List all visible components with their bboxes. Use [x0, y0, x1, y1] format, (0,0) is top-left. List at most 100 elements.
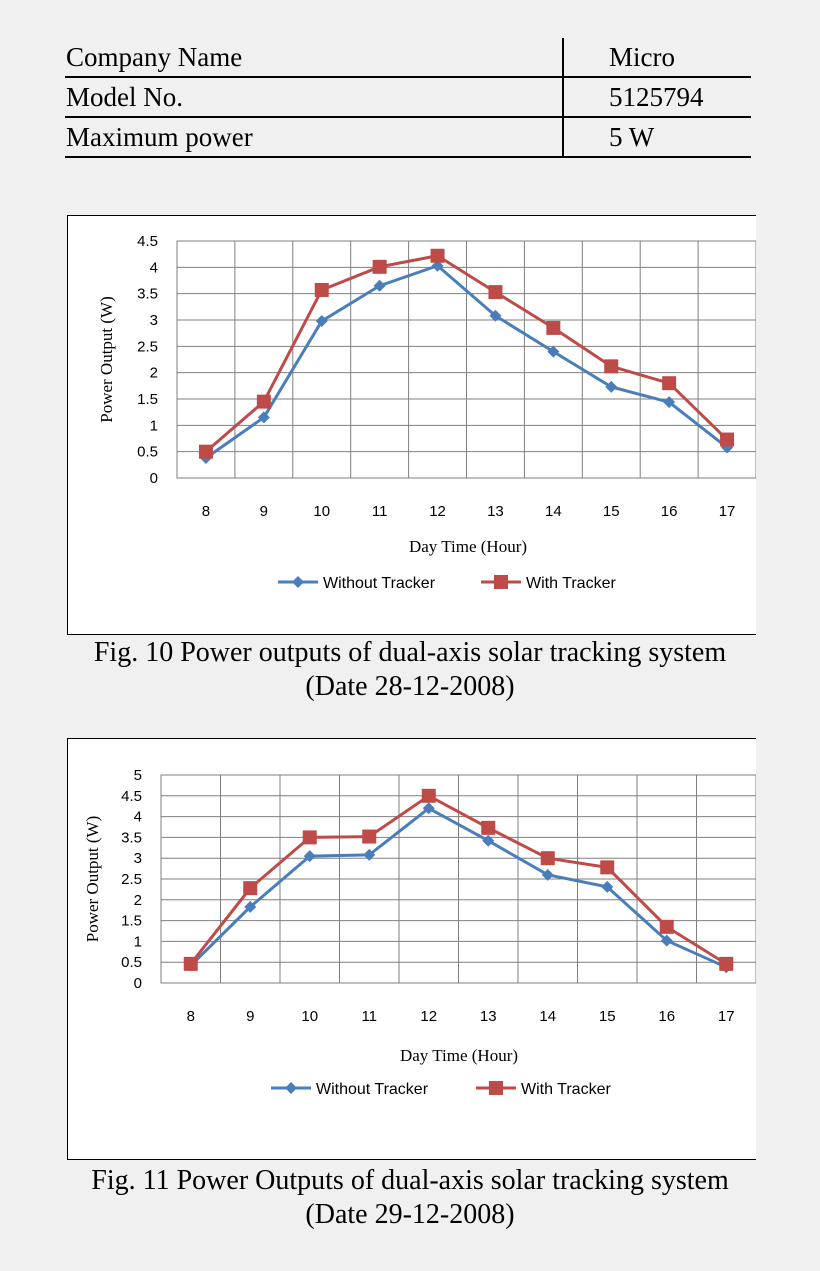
data-point: [719, 956, 734, 971]
x-tick-label: 11: [361, 1008, 377, 1025]
x-tick-label: 16: [658, 1008, 675, 1025]
data-point: [431, 259, 444, 272]
data-point: [243, 881, 258, 896]
chart-frame-fig11: 0 0.5 1 1.5 2 2.5 3 3.5 4 4.5 5 8 9 10 11 12 13 14 15 16 17 D…: [67, 738, 756, 1160]
x-tick-label: 13: [487, 503, 504, 520]
data-point: [314, 282, 329, 297]
table-row: Model No. 5125794: [65, 77, 751, 118]
series-line-with-tracker: [189, 794, 728, 966]
chart-fig10: 0 0.5 1 1.5 2 2.5 3 3.5 4 4.5 8 9 10 11 12 13 14 15 16 17 Da…: [97, 233, 756, 592]
row-label: Model No.: [65, 77, 563, 118]
data-point: [302, 830, 317, 845]
x-tick-label: 17: [719, 503, 736, 520]
data-point: [421, 788, 436, 803]
data-point: [303, 850, 316, 863]
y-tick-label: 2: [150, 365, 158, 382]
legend-marker: [494, 575, 508, 589]
y-tick-label: 5: [134, 767, 142, 784]
x-tick-label: 14: [545, 503, 562, 520]
y-tick-label: 3.5: [137, 286, 158, 303]
x-axis-title: Day Time (Hour): [409, 537, 527, 556]
y-tick-label: 2: [134, 892, 142, 909]
data-point: [605, 380, 618, 393]
y-tick-label: 4: [134, 809, 142, 826]
x-tick-label: 11: [372, 503, 388, 520]
legend-label: Without Tracker: [323, 575, 436, 592]
legend-marker: [285, 1082, 297, 1094]
legend-label: With Tracker: [526, 575, 616, 592]
y-tick-label: 1: [150, 417, 158, 434]
x-tick-label: 12: [429, 503, 446, 520]
series-line-without-tracker: [205, 264, 728, 460]
x-tick-label: 15: [603, 503, 620, 520]
x-axis-title: Day Time (Hour): [400, 1046, 518, 1065]
row-label: Company Name: [65, 38, 563, 78]
figure-caption: Fig. 10 Power outputs of dual-axis solar…: [93, 637, 727, 668]
specification-table: Company Name Micro Model No. 5125794 Max…: [65, 38, 751, 158]
data-point: [601, 880, 614, 893]
data-point: [244, 900, 257, 913]
data-point: [372, 259, 387, 274]
figure-caption-date: (Date 28-12-2008): [305, 671, 515, 702]
y-axis-title: Power Output (W): [97, 296, 116, 423]
y-tick-label: 4: [150, 259, 158, 276]
data-point: [373, 279, 386, 292]
table-row: Maximum power 5 W: [65, 117, 751, 158]
y-tick-label: 1: [134, 933, 142, 950]
y-tick-label: 0.5: [121, 954, 142, 971]
row-label: Maximum power: [65, 117, 563, 158]
y-tick-label: 1.5: [121, 913, 142, 930]
series-line-with-tracker: [204, 254, 729, 453]
data-point: [362, 829, 377, 844]
y-tick-label: 3: [150, 312, 158, 329]
y-tick-label: 1.5: [137, 391, 158, 408]
x-tick-label: 8: [187, 1008, 195, 1025]
data-point: [547, 345, 560, 358]
data-point: [430, 248, 445, 263]
table-row: Company Name Micro: [65, 38, 751, 78]
chart-fig11: 0 0.5 1 1.5 2 2.5 3 3.5 4 4.5 5 8 9 10 11 12 13 14 15 16 17 D…: [83, 767, 756, 1098]
series-line-without-tracker: [189, 806, 727, 969]
data-point: [482, 834, 495, 847]
data-point: [659, 919, 674, 934]
data-point: [720, 432, 735, 447]
row-value: 5 W: [562, 117, 751, 158]
data-point: [183, 956, 198, 971]
y-tick-label: 3: [134, 850, 142, 867]
x-tick-label: 10: [313, 503, 330, 520]
data-point: [540, 851, 555, 866]
y-tick-label: 0: [134, 975, 142, 992]
x-tick-label: 10: [301, 1008, 318, 1025]
y-tick-label: 0: [150, 470, 158, 487]
data-point: [541, 868, 554, 881]
x-tick-label: 9: [246, 1008, 254, 1025]
x-tick-label: 16: [661, 503, 678, 520]
data-point: [604, 359, 619, 374]
row-value: 5125794: [562, 77, 751, 118]
x-tick-label: 15: [599, 1008, 616, 1025]
legend-label: Without Tracker: [316, 1081, 429, 1098]
data-point: [663, 396, 676, 409]
data-point: [660, 934, 673, 947]
x-tick-label: 8: [202, 503, 210, 520]
data-point: [198, 444, 213, 459]
data-point: [481, 820, 496, 835]
x-tick-label: 14: [539, 1008, 556, 1025]
y-tick-label: 4.5: [137, 233, 158, 250]
y-axis-title: Power Output (W): [83, 816, 102, 943]
chart-frame-fig10: 0 0.5 1 1.5 2 2.5 3 3.5 4 4.5 8 9 10 11 12 13 14 15 16 17 Da…: [67, 215, 756, 635]
data-point: [315, 315, 328, 328]
data-point: [422, 802, 435, 815]
y-tick-label: 3.5: [121, 829, 142, 846]
data-point: [600, 860, 615, 875]
data-point: [257, 411, 270, 424]
figure-caption: Fig. 11 Power Outputs of dual-axis solar…: [91, 1165, 729, 1196]
data-point: [546, 320, 561, 335]
x-tick-label: 12: [420, 1008, 437, 1025]
data-point: [488, 285, 503, 300]
y-tick-label: 2.5: [137, 338, 158, 355]
data-point: [662, 376, 677, 391]
data-point: [489, 309, 502, 322]
x-tick-label: 13: [480, 1008, 497, 1025]
x-tick-label: 9: [260, 503, 268, 520]
